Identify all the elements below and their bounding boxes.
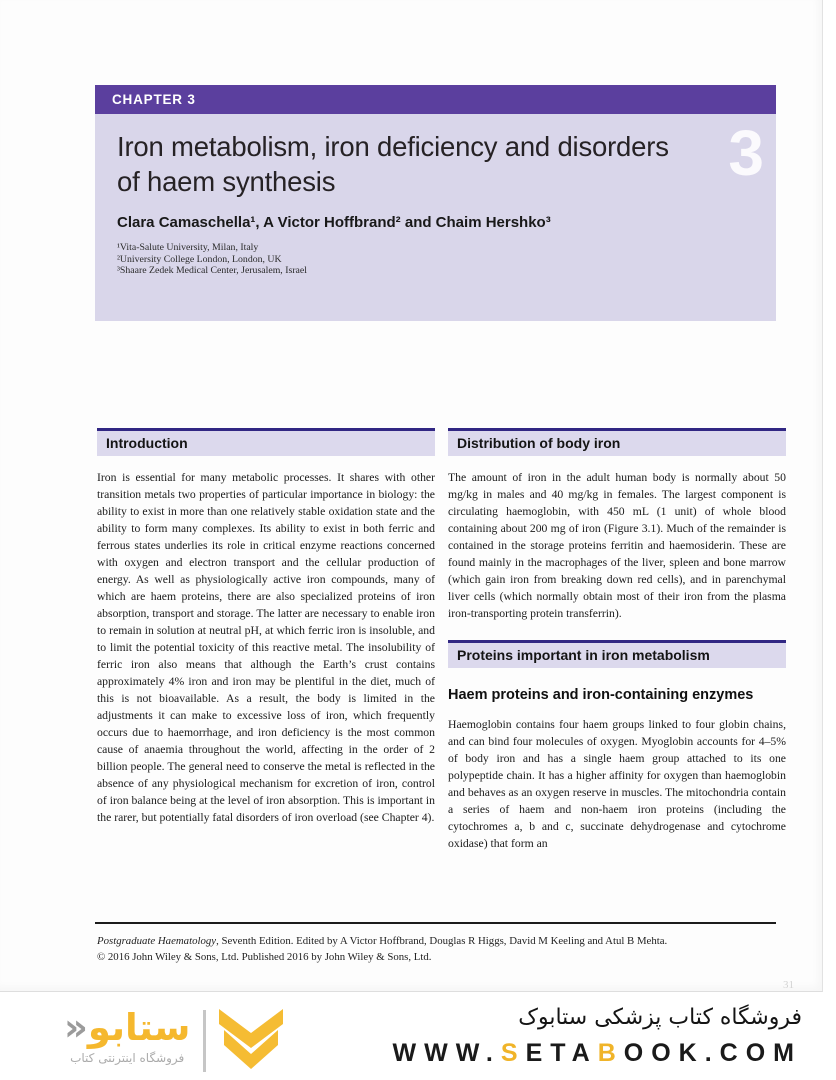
chapter-label: CHAPTER 3 <box>95 85 776 114</box>
section-heading-distribution: Distribution of body iron <box>448 428 786 456</box>
url-segment-www: WWW. <box>392 1039 501 1067</box>
chapter-title-box: Iron metabolism, iron deficiency and dis… <box>95 114 776 321</box>
chapter-header: CHAPTER 3 Iron metabolism, iron deficien… <box>95 85 776 321</box>
watermark-text-block: فروشگاه کتاب پزشکی ستابوک WWW.SETABOOK.C… <box>393 1002 802 1068</box>
chapter-number: 3 <box>728 117 764 189</box>
introduction-paragraph: Iron is essential for many metabolic pro… <box>97 471 435 824</box>
logo-divider <box>203 1010 207 1072</box>
wordmark-chevron-letter-icon: « <box>64 1006 88 1049</box>
setabook-logo: ستابو« فروشگاه اینترنتی کتاب <box>64 1008 284 1076</box>
page-number: 31 <box>783 979 794 991</box>
distribution-paragraph: The amount of iron in the adult human bo… <box>448 471 786 620</box>
affiliation-2: ²University College London, London, UK <box>117 253 282 265</box>
url-segment-eta: ETA <box>525 1039 598 1067</box>
logo-wordmark: ستابو« <box>64 1008 190 1048</box>
right-column: Distribution of body iron The amount of … <box>448 428 786 852</box>
url-segment-s: S <box>500 1039 526 1067</box>
left-column: Introduction Iron is essential for many … <box>97 428 435 826</box>
logo-wordmark-block: ستابو« فروشگاه اینترنتی کتاب <box>64 1008 190 1066</box>
imprint-line-2: © 2016 John Wiley & Sons, Ltd. Published… <box>97 951 432 963</box>
imprint-edition-text: , Seventh Edition. Edited by A Victor Ho… <box>216 935 668 947</box>
chapter-title: Iron metabolism, iron deficiency and dis… <box>117 131 669 197</box>
logo-tagline: فروشگاه اینترنتی کتاب <box>70 1051 185 1065</box>
website-url-link[interactable]: WWW.SETABOOK.COM <box>393 1039 802 1068</box>
watermark-bar: ستابو« فروشگاه اینترنتی کتاب فروشگاه کتا… <box>0 1002 836 1080</box>
authors-line: Clara Camaschella¹, A Victor Hoffbrand² … <box>117 214 551 231</box>
store-name-line: فروشگاه کتاب پزشکی ستابوک <box>518 1005 802 1030</box>
section-heading-proteins: Proteins important in iron metabolism <box>448 640 786 668</box>
section-heading-introduction: Introduction <box>97 428 435 456</box>
affiliation-3: ³Shaare Zedek Medical Center, Jerusalem,… <box>117 265 307 276</box>
double-chevron-icon <box>219 1009 284 1076</box>
subheading-haem-proteins: Haem proteins and iron-containing enzyme… <box>448 687 754 703</box>
book-title: Postgraduate Haematology <box>97 935 217 947</box>
wordmark-yellow-letters: ستابو <box>87 1006 191 1049</box>
proteins-paragraph: Haemoglobin contains four haem groups li… <box>448 718 786 850</box>
affiliations: ¹Vita-Salute University, Milan, Italy ²U… <box>117 242 307 277</box>
url-segment-ookcom: OOK.COM <box>623 1039 802 1067</box>
url-segment-b: B <box>597 1039 624 1067</box>
affiliation-1: ¹Vita-Salute University, Milan, Italy <box>117 242 259 253</box>
footer-rule <box>95 922 776 924</box>
imprint: Postgraduate Haematology, Seventh Editio… <box>97 933 777 965</box>
imprint-line-1: Postgraduate Haematology, Seventh Editio… <box>97 933 777 949</box>
